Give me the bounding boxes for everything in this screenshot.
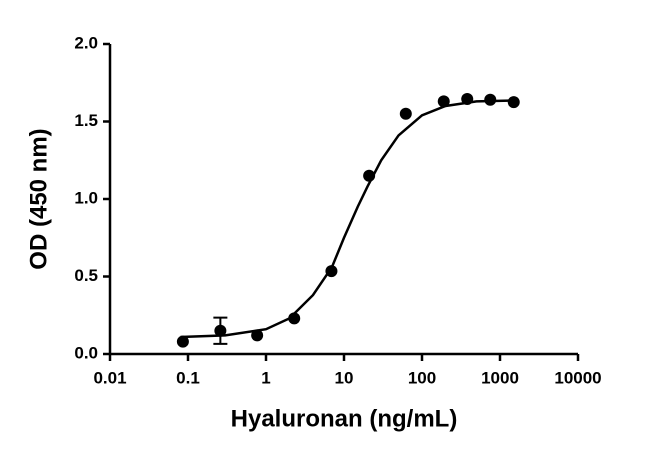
data-point (214, 324, 227, 337)
x-tick-label: 1000 (481, 368, 519, 387)
fit-curve (180, 99, 514, 339)
y-tick-label: 0.5 (74, 266, 98, 285)
x-tick-label: 0.1 (176, 368, 200, 387)
data-point (437, 95, 450, 108)
y-tick-label: 2.0 (74, 33, 98, 52)
x-axis-label: Hyaluronan (ng/mL) (231, 405, 458, 432)
y-tick-label: 0.0 (74, 343, 98, 362)
x-tick-label: 0.01 (93, 368, 126, 387)
x-tick-label: 1 (261, 368, 270, 387)
data-point (176, 335, 189, 348)
x-tick-label: 10000 (554, 368, 601, 387)
data-point (251, 329, 264, 342)
y-tick-label: 1.0 (74, 188, 98, 207)
x-tick-label: 100 (408, 368, 436, 387)
data-point (399, 107, 412, 120)
data-point (507, 96, 520, 109)
y-axis-label: OD (450 nm) (25, 128, 52, 269)
y-tick-label: 1.5 (74, 111, 98, 130)
x-tick-label: 10 (335, 368, 354, 387)
data-point (484, 93, 497, 106)
